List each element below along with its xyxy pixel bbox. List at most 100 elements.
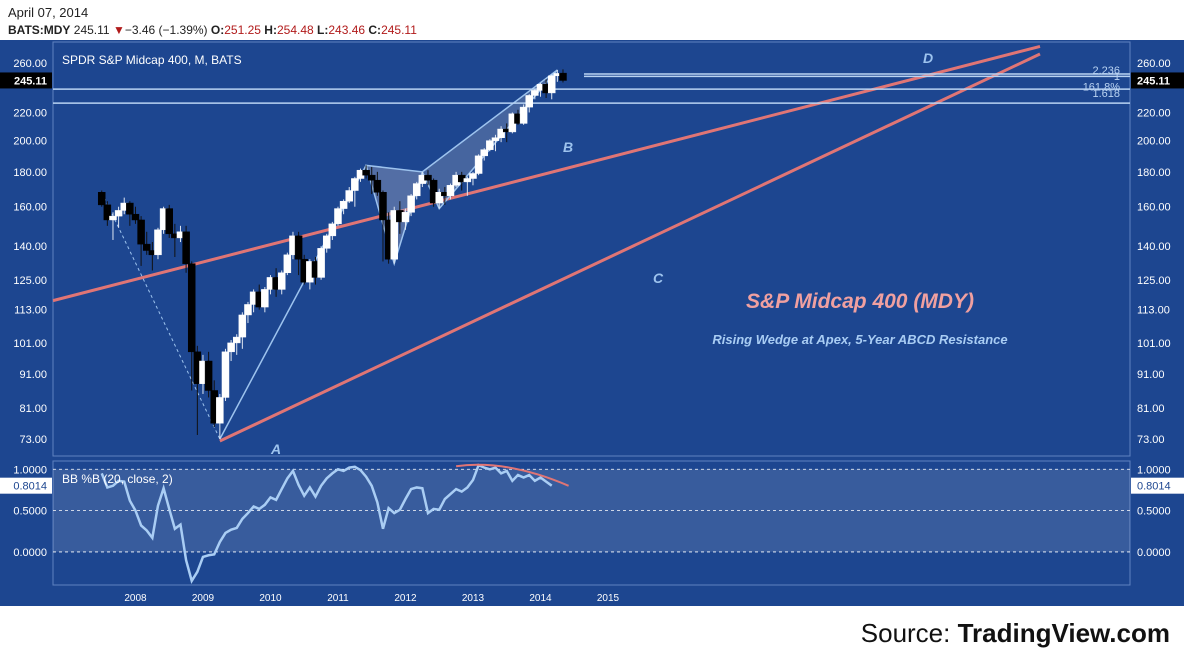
candle-up xyxy=(519,106,528,124)
candle-down xyxy=(137,219,145,245)
fib-label: 1 xyxy=(1114,71,1120,83)
candle-down xyxy=(142,243,151,251)
y-tick-right: 245.11 xyxy=(1137,75,1170,87)
y-tick-left: 260.00 xyxy=(13,58,47,70)
indicator-y-tick-right: 0.5000 xyxy=(1137,506,1171,518)
candle-up xyxy=(345,190,353,202)
indicator-y-tick-right: 1.0000 xyxy=(1137,464,1171,476)
y-tick-right: 125.00 xyxy=(1137,275,1171,287)
candle-up xyxy=(244,304,252,316)
y-tick-right: 91.00 xyxy=(1137,369,1165,381)
candle-up xyxy=(435,192,443,204)
annotation-main-title: S&P Midcap 400 (MDY) xyxy=(746,290,974,313)
y-tick-right: 200.00 xyxy=(1137,136,1171,148)
candle-up xyxy=(238,314,247,338)
candle-up xyxy=(531,90,539,96)
fib-label: 1.618 xyxy=(1092,88,1120,100)
candle-down xyxy=(294,235,303,260)
x-tick-label: 2012 xyxy=(394,593,417,604)
candle-up xyxy=(328,223,337,237)
candle-up xyxy=(339,200,348,209)
candle-up xyxy=(322,235,331,249)
down-arrow-icon: ▼ xyxy=(112,23,125,37)
indicator-title: BB %B (20, close, 2) xyxy=(62,472,173,486)
annotation-subtitle: Rising Wedge at Apex, 5-Year ABCD Resist… xyxy=(712,332,1007,347)
x-tick-label: 2011 xyxy=(327,593,349,604)
close-value: 245.11 xyxy=(381,23,417,37)
candle-down xyxy=(187,263,196,353)
candle-up xyxy=(474,155,483,174)
indicator-y-tick-left: 0.0000 xyxy=(13,547,47,559)
last-price-tag-left xyxy=(0,72,52,89)
y-tick-left: 160.00 xyxy=(13,202,47,214)
y-tick-left: 91.00 xyxy=(19,369,47,381)
candle-up xyxy=(114,210,123,217)
y-tick-left: 125.00 xyxy=(13,275,47,287)
y-tick-right: 113.00 xyxy=(1137,305,1170,317)
x-tick-label: 2010 xyxy=(259,593,282,604)
header-last: 245.11 xyxy=(73,23,110,37)
x-tick-label: 2015 xyxy=(597,593,620,604)
indicator-last-value-right: 0.8014 xyxy=(1137,481,1171,493)
candle-up xyxy=(232,336,241,344)
fib-label: 161.8% xyxy=(1083,82,1121,94)
last-price-tag-right xyxy=(1131,72,1184,89)
candle-up xyxy=(317,248,325,278)
candle-up xyxy=(525,95,533,108)
header-change: −3.46 (−1.39%) xyxy=(124,23,208,37)
candle-down xyxy=(362,169,370,176)
price-pane-border xyxy=(52,41,1131,457)
candle-down xyxy=(204,360,213,391)
chart-title: SPDR S&P Midcap 400, M, BATS xyxy=(62,53,242,67)
candle-down xyxy=(182,231,190,264)
y-tick-left: 81.00 xyxy=(19,403,47,415)
candle-down xyxy=(367,174,376,181)
candle-down xyxy=(559,72,567,81)
candle-down xyxy=(424,174,432,181)
candle-up xyxy=(390,210,398,260)
point-label-b: B xyxy=(563,139,573,155)
indicator-last-tag-left xyxy=(0,477,52,494)
candle-up xyxy=(446,185,455,197)
y-tick-right: 260.00 xyxy=(1137,58,1171,70)
source-prefix: Source: xyxy=(860,618,958,648)
candle-down xyxy=(103,204,112,221)
source-brand: TradingView.com xyxy=(957,618,1170,648)
candle-down xyxy=(165,208,173,235)
candle-up xyxy=(227,342,235,353)
point-label-a: A xyxy=(270,441,281,457)
y-tick-right: 73.00 xyxy=(1137,434,1165,446)
candle-up xyxy=(261,289,269,308)
y-tick-right: 101.00 xyxy=(1137,338,1171,350)
y-tick-left: 180.00 xyxy=(13,167,47,179)
bb-band-fill xyxy=(53,469,1130,552)
y-tick-left: 245.11 xyxy=(14,75,47,87)
divergence-arc xyxy=(455,463,569,487)
candle-up xyxy=(154,229,162,256)
close-label: C: xyxy=(368,23,382,37)
header-symbol: BATS:MDY xyxy=(8,23,71,37)
y-tick-left: 140.00 xyxy=(13,241,47,253)
candle-up xyxy=(334,208,342,225)
candle-up xyxy=(283,254,292,274)
x-tick-label: 2009 xyxy=(192,593,215,604)
candle-up xyxy=(109,215,117,221)
candles xyxy=(97,69,567,439)
y-tick-left: 220.00 xyxy=(13,107,47,119)
source-credit: Source: TradingView.com xyxy=(861,618,1170,649)
candle-up xyxy=(407,195,415,213)
wedge-lower-line xyxy=(219,52,1041,443)
candle-up xyxy=(351,178,359,191)
candle-down xyxy=(379,192,387,221)
open-value: 251.25 xyxy=(224,23,261,37)
candle-up xyxy=(412,183,421,197)
candle-up xyxy=(469,173,477,179)
open-label: O: xyxy=(210,23,225,37)
chart-background xyxy=(0,40,1184,606)
y-tick-right: 140.00 xyxy=(1137,241,1171,253)
indicator-last-tag-right xyxy=(1131,477,1184,494)
y-tick-left: 113.00 xyxy=(14,305,47,317)
x-tick-label: 2008 xyxy=(124,593,147,604)
indicator-pane-border xyxy=(52,460,1131,586)
